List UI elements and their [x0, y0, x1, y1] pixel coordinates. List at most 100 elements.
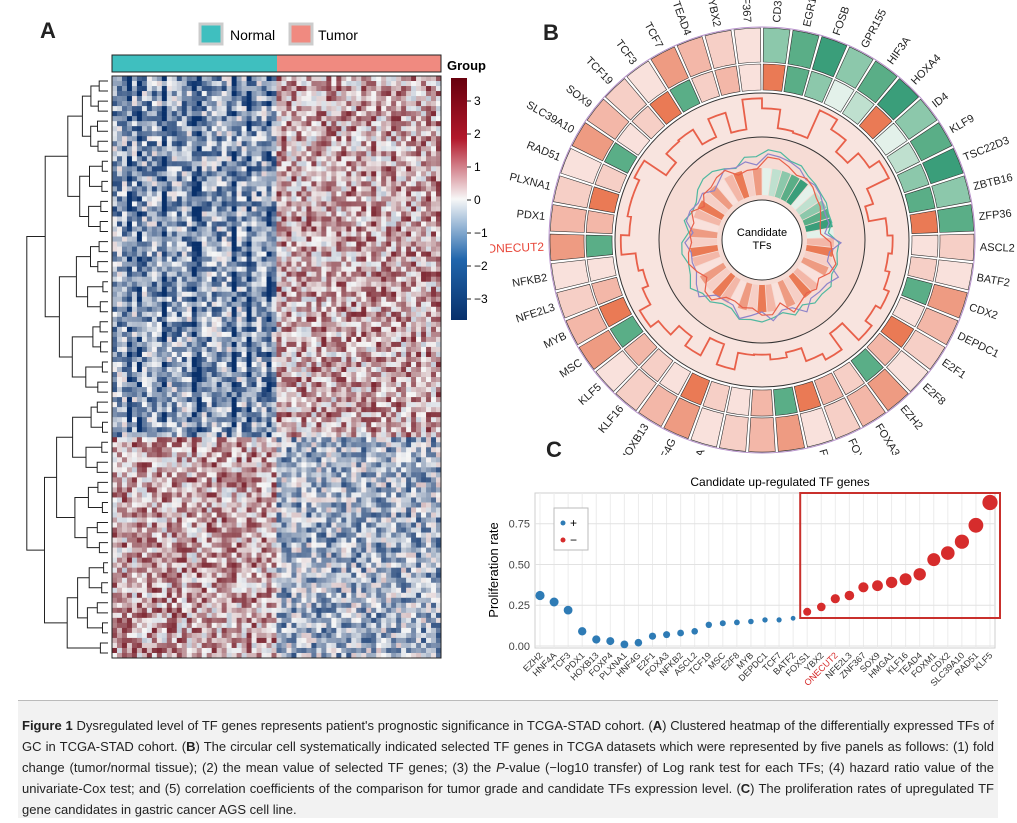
heatmap-cell [426, 136, 432, 142]
heatmap-cell [331, 276, 337, 283]
heatmap-cell [136, 351, 143, 358]
heatmap-cell [196, 176, 203, 182]
heatmap-cell [316, 397, 322, 403]
heatmap-cell [116, 101, 123, 107]
heatmap-cell [301, 181, 307, 187]
heatmap-cell [401, 392, 407, 398]
heatmap-cell [306, 186, 312, 192]
heatmap-cell [286, 121, 292, 127]
heatmap-cell [356, 336, 362, 343]
heatmap-cell [211, 166, 217, 172]
heatmap-cell [406, 316, 412, 323]
heatmap-cell [211, 422, 217, 428]
heatmap-cell [316, 367, 322, 373]
heatmap-cell [131, 136, 138, 142]
heatmap-cell [246, 146, 252, 152]
heatmap-cell [306, 422, 312, 428]
heatmap-cell [231, 181, 237, 187]
heatmap-cell [166, 422, 173, 428]
heatmap-cell [151, 136, 158, 142]
heatmap-cell [126, 226, 133, 232]
heatmap-cell [171, 442, 178, 448]
heatmap-cell [336, 131, 342, 137]
heatmap-cell [151, 161, 158, 167]
heatmap-cell [141, 126, 148, 132]
heatmap-cell [296, 412, 302, 418]
heatmap-cell [191, 121, 198, 127]
heatmap-cell [131, 356, 138, 363]
heatmap-cell [291, 351, 297, 358]
heatmap-cell [271, 101, 277, 107]
heatmap-cell [126, 417, 133, 423]
heatmap-cell [191, 402, 198, 408]
heatmap-cell [112, 106, 118, 112]
heatmap-cell [366, 356, 372, 363]
heatmap-cell [181, 407, 188, 413]
heatmap-cell [261, 387, 267, 393]
heatmap-cell [256, 356, 262, 363]
heatmap-cell [396, 397, 402, 403]
heatmap-cell [286, 246, 292, 252]
heatmap-cell [251, 291, 257, 298]
heatmap-cell [291, 141, 297, 147]
heatmap-cell [326, 427, 332, 433]
heatmap-cell [266, 111, 272, 117]
heatmap-cell [191, 422, 198, 428]
heatmap-cell [306, 136, 312, 142]
heatmap-cell [371, 442, 377, 448]
heatmap-cell [321, 341, 327, 348]
heatmap-cell [276, 231, 282, 237]
heatmap-cell [406, 356, 412, 363]
heatmap-cell [261, 81, 267, 87]
heatmap-cell [146, 171, 153, 177]
heatmap-cell [366, 111, 372, 117]
heatmap-cell [231, 156, 237, 162]
heatmap-cell [171, 176, 178, 182]
heatmap-cell [231, 361, 237, 368]
heatmap-cell [181, 121, 188, 127]
heatmap-cell [221, 81, 227, 87]
heatmap-cell [296, 316, 302, 323]
heatmap-cell [176, 186, 183, 192]
heatmap-cell [146, 181, 153, 187]
heatmap-cell [306, 361, 312, 368]
heatmap-cell [151, 301, 158, 308]
heatmap-cell [256, 221, 262, 227]
heatmap-cell [151, 86, 158, 92]
heatmap-cell [176, 402, 183, 408]
heatmap-cell [336, 91, 342, 97]
heatmap-cell [211, 266, 217, 272]
heatmap-cell [236, 331, 242, 338]
heatmap-cell [346, 291, 352, 298]
heatmap-cell [351, 216, 357, 222]
heatmap-cell [161, 266, 168, 272]
heatmap-cell [346, 382, 352, 388]
heatmap-cell [431, 121, 437, 127]
heatmap-cell [411, 191, 417, 197]
heatmap-cell [216, 291, 222, 298]
heatmap-cell [391, 156, 397, 162]
heatmap-cell [396, 351, 402, 358]
heatmap-cell [351, 156, 357, 162]
heatmap-cell [221, 211, 227, 217]
heatmap-cell [411, 276, 417, 283]
heatmap-cell [326, 161, 332, 167]
heatmap-cell [401, 316, 407, 323]
heatmap-cell [181, 156, 188, 162]
heatmap-cell [431, 211, 437, 217]
heatmap-cell [346, 141, 352, 147]
heatmap-cell [112, 276, 118, 283]
heatmap-cell [376, 286, 382, 293]
heatmap-cell [136, 171, 143, 177]
heatmap-cell [356, 171, 362, 177]
heatmap-cell [131, 191, 138, 197]
heatmap-cell [396, 131, 402, 137]
heatmap-cell [196, 121, 203, 127]
heatmap-cell [436, 336, 442, 343]
heatmap-cell [371, 382, 377, 388]
heatmap-cell [296, 106, 302, 112]
heatmap-cell [421, 166, 427, 172]
heatmap-cell [426, 196, 432, 202]
heatmap-cell [276, 191, 282, 197]
heatmap-cell [426, 156, 432, 162]
